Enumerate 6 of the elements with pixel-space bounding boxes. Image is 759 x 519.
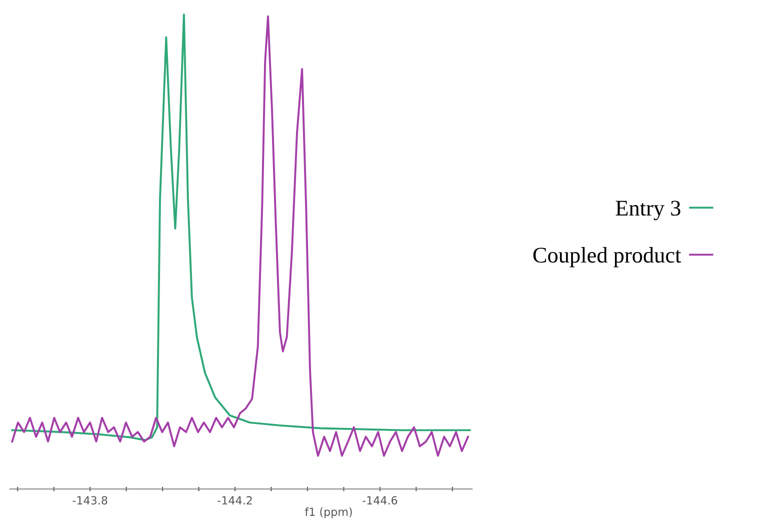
- x-tick-label: -144.2: [218, 496, 252, 504]
- legend-label: Entry 3: [616, 200, 680, 220]
- legend-label: Coupled product: [533, 247, 682, 268]
- x-tick-label: -143.8: [72, 496, 108, 505]
- x-axis-title: f1 (ppm): [304, 507, 352, 518]
- x-tick-label: -144.6: [362, 496, 398, 505]
